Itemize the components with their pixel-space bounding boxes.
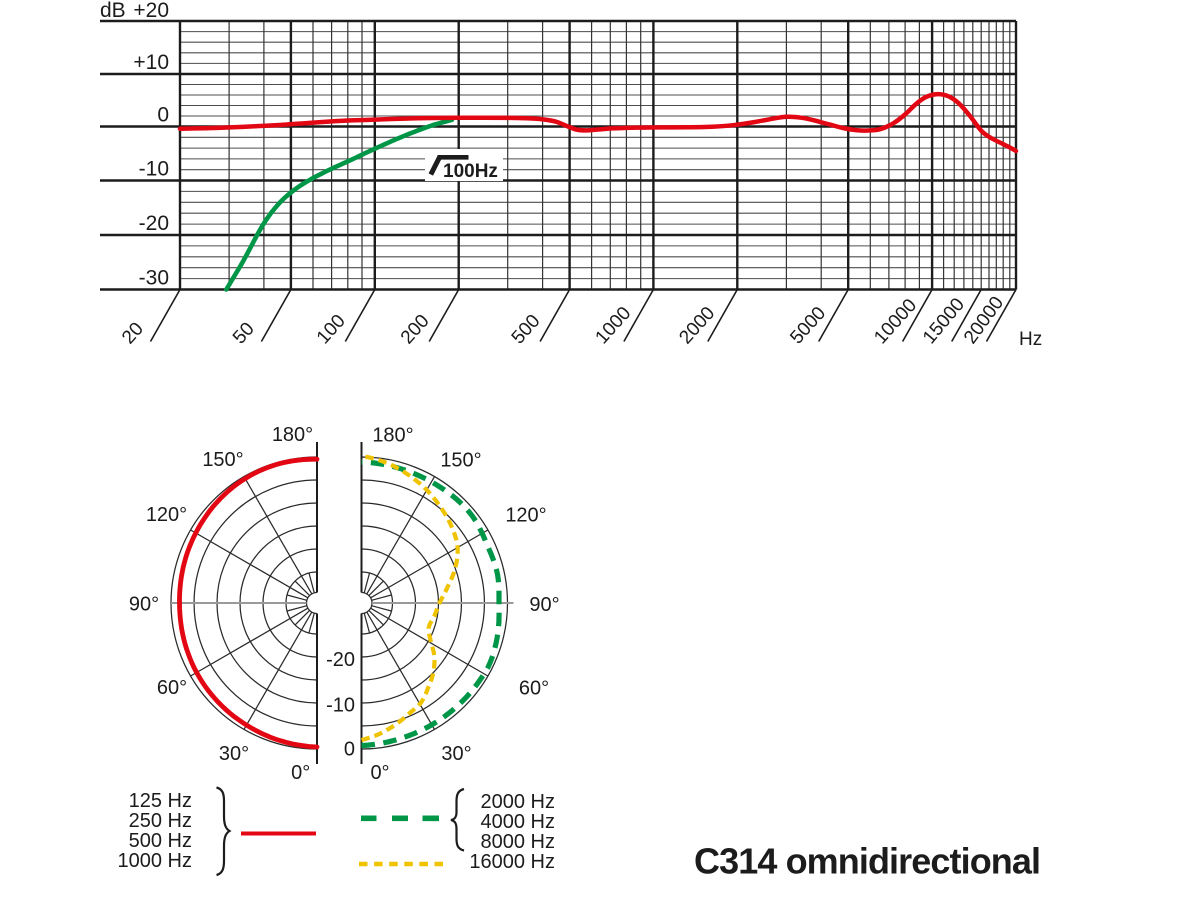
svg-text:4000 Hz: 4000 Hz <box>481 811 556 833</box>
svg-text:150°: 150° <box>202 449 243 471</box>
svg-text:30°: 30° <box>219 743 249 765</box>
svg-text:+10: +10 <box>133 51 169 74</box>
svg-text:30°: 30° <box>441 743 471 765</box>
svg-text:180°: 180° <box>272 424 313 446</box>
svg-text:Hz: Hz <box>1019 329 1042 350</box>
svg-text:0°: 0° <box>370 762 389 784</box>
svg-text:2000 Hz: 2000 Hz <box>481 791 556 813</box>
svg-text:150°: 150° <box>440 450 481 472</box>
svg-text:+20: +20 <box>133 0 169 22</box>
svg-text:90°: 90° <box>529 594 559 616</box>
svg-text:C314 omnidirectional: C314 omnidirectional <box>694 841 1040 882</box>
svg-text:-20: -20 <box>326 649 355 671</box>
svg-text:100Hz: 100Hz <box>443 161 498 182</box>
svg-text:8000 Hz: 8000 Hz <box>481 831 556 853</box>
svg-text:-30: -30 <box>139 267 169 290</box>
svg-text:-10: -10 <box>326 695 355 717</box>
svg-text:60°: 60° <box>157 677 187 699</box>
svg-text:120°: 120° <box>505 505 546 527</box>
svg-text:0: 0 <box>344 739 355 761</box>
svg-text:500 Hz: 500 Hz <box>129 830 192 852</box>
svg-text:-10: -10 <box>139 158 169 181</box>
svg-text:16000 Hz: 16000 Hz <box>469 851 555 873</box>
svg-text:1000 Hz: 1000 Hz <box>118 850 193 872</box>
svg-text:250 Hz: 250 Hz <box>129 810 192 832</box>
svg-text:120°: 120° <box>146 504 187 526</box>
svg-text:-20: -20 <box>139 212 169 235</box>
svg-text:dB: dB <box>100 0 126 22</box>
svg-text:180°: 180° <box>372 425 413 447</box>
svg-text:125 Hz: 125 Hz <box>129 790 192 812</box>
svg-text:60°: 60° <box>519 678 549 700</box>
svg-text:0: 0 <box>157 104 169 127</box>
svg-text:0°: 0° <box>291 762 310 784</box>
svg-text:90°: 90° <box>129 594 159 616</box>
